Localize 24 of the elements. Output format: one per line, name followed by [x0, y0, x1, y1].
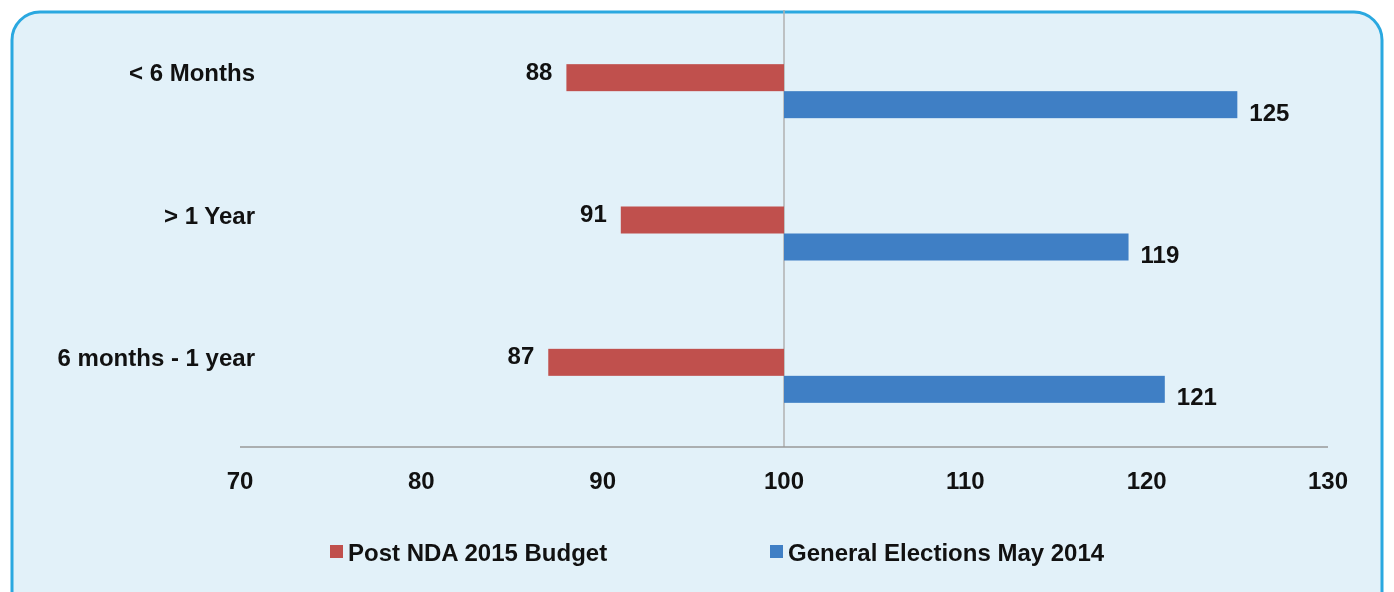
y-tick-label: < 6 Months [128, 59, 255, 87]
data-label: 119 [1140, 241, 1180, 268]
x-tick-label: 90 [589, 467, 617, 494]
bar [784, 233, 1129, 261]
x-tick-label: 120 [1126, 467, 1167, 494]
data-label: 121 [1176, 383, 1217, 411]
data-label: 87 [507, 342, 535, 370]
x-tick-label: 70 [226, 467, 254, 494]
bar [620, 206, 784, 234]
legend-label: Post NDA 2015 Budget [348, 539, 608, 566]
y-tick-label: > 1 Year [164, 201, 255, 229]
y-tick-label: 6 months - 1 year [57, 343, 255, 371]
data-label: 91 [580, 200, 607, 227]
data-label: 125 [1249, 98, 1290, 126]
bar [566, 64, 784, 92]
x-tick-label: 100 [763, 467, 805, 494]
x-tick-label: 130 [1307, 467, 1349, 494]
bar [548, 348, 784, 376]
bar [784, 91, 1238, 119]
bar [784, 375, 1165, 403]
legend-label: General Elections May 2014 [788, 539, 1105, 566]
x-tick-label: 110 [945, 467, 985, 494]
data-label: 88 [525, 57, 553, 85]
x-tick-label: 80 [407, 467, 435, 494]
